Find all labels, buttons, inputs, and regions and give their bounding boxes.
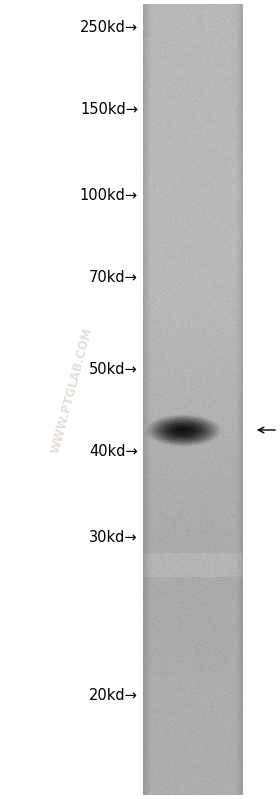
- Text: 70kd→: 70kd→: [89, 271, 138, 285]
- Text: WWW.PTGLAB.COM: WWW.PTGLAB.COM: [49, 326, 95, 455]
- Text: 30kd→: 30kd→: [89, 531, 138, 546]
- Text: 20kd→: 20kd→: [89, 687, 138, 702]
- Text: 250kd→: 250kd→: [80, 21, 138, 35]
- Text: 100kd→: 100kd→: [80, 188, 138, 202]
- Text: 50kd→: 50kd→: [89, 363, 138, 377]
- Text: 40kd→: 40kd→: [89, 444, 138, 459]
- Text: 150kd→: 150kd→: [80, 102, 138, 117]
